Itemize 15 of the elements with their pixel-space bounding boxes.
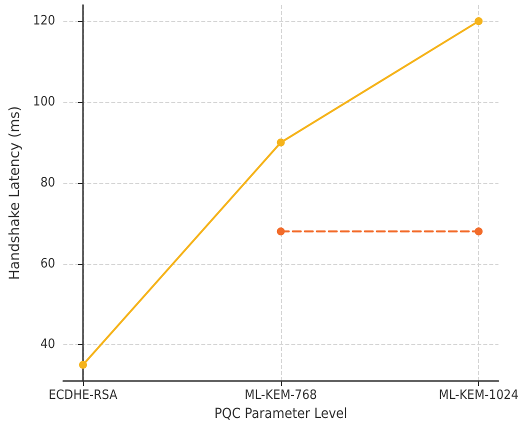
x-axis-title: PQC Parameter Level bbox=[214, 406, 348, 422]
y-tick-label: 40 bbox=[40, 337, 56, 352]
point bbox=[276, 138, 285, 146]
point bbox=[276, 227, 285, 236]
x-tick-label: ECDHE-RSA bbox=[48, 388, 118, 403]
y-axis-title: Handshake Latency (ms) bbox=[7, 106, 23, 280]
x-tick-label: ML-KEM-1024 bbox=[438, 388, 519, 403]
point bbox=[79, 360, 87, 369]
x-tick-label: ML-KEM-768 bbox=[244, 388, 317, 403]
y-tick-label: 80 bbox=[40, 175, 56, 190]
y-tick-label: 60 bbox=[40, 256, 56, 272]
y-tick-label: 100 bbox=[32, 94, 56, 110]
y-tick-label: 120 bbox=[32, 14, 56, 29]
point bbox=[474, 227, 483, 236]
point bbox=[474, 17, 483, 26]
